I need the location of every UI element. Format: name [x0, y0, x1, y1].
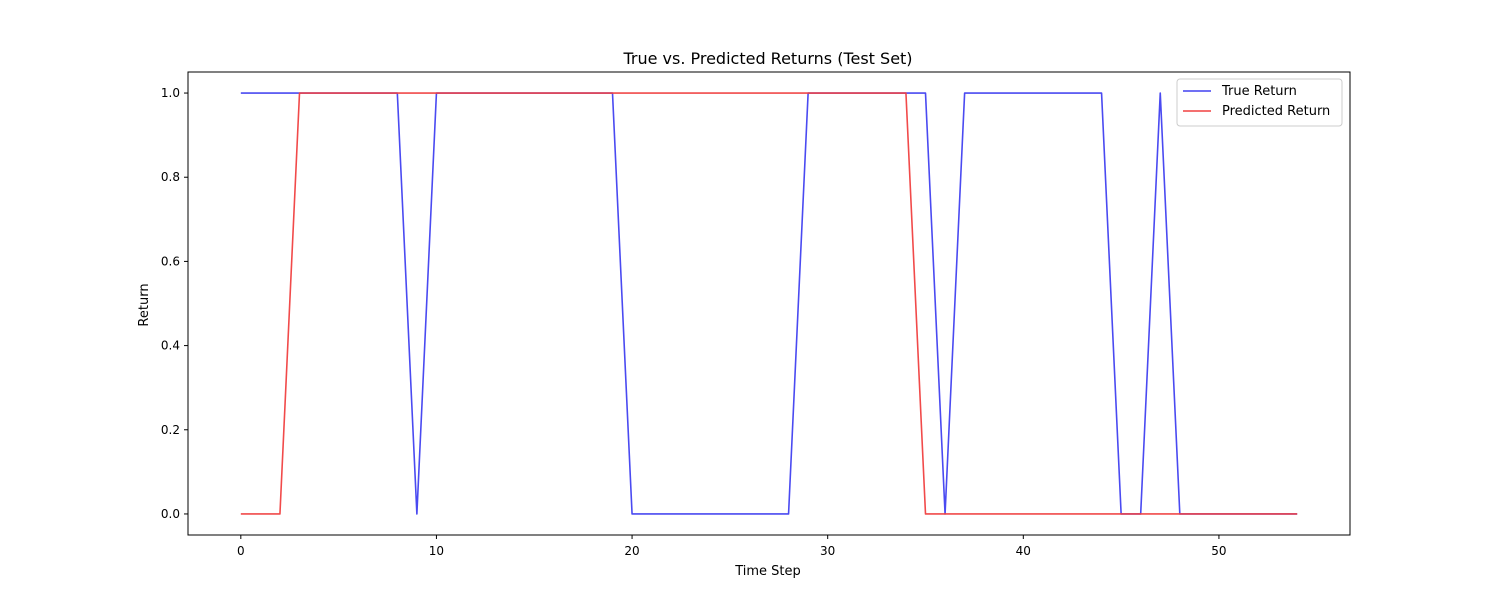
x-tick-label: 50 [1211, 544, 1226, 558]
legend-label-1: Predicted Return [1222, 104, 1330, 119]
y-tick-label: 1.0 [161, 86, 180, 100]
x-tick-label: 0 [237, 544, 245, 558]
x-tick-label: 40 [1016, 544, 1031, 558]
series-layer [240, 92, 1298, 515]
legend-label-0: True Return [1221, 84, 1297, 99]
legend-box [1176, 78, 1343, 127]
y-axis-label: Return [137, 283, 152, 326]
chart-title: True vs. Predicted Returns (Test Set) [622, 49, 912, 68]
plot-frame [187, 71, 1351, 536]
legend: True Return Predicted Return [1176, 78, 1343, 127]
x-tick-label: 30 [820, 544, 835, 558]
y-tick-label: 0.0 [161, 507, 180, 521]
y-tick-label: 0.2 [161, 423, 180, 437]
series-line-1 [240, 92, 1298, 515]
y-tick-label: 0.6 [161, 254, 180, 268]
series-line-0 [240, 92, 1298, 515]
y-tick-label: 0.4 [161, 339, 180, 353]
axes-layer: 0 10 20 30 40 50 0.0 0.2 0.4 0.6 0.8 1.0 [161, 71, 1351, 558]
x-axis-label: Time Step [734, 564, 801, 579]
y-tick-label: 0.8 [161, 170, 180, 184]
x-tick-label: 20 [624, 544, 639, 558]
x-tick-label: 10 [429, 544, 444, 558]
